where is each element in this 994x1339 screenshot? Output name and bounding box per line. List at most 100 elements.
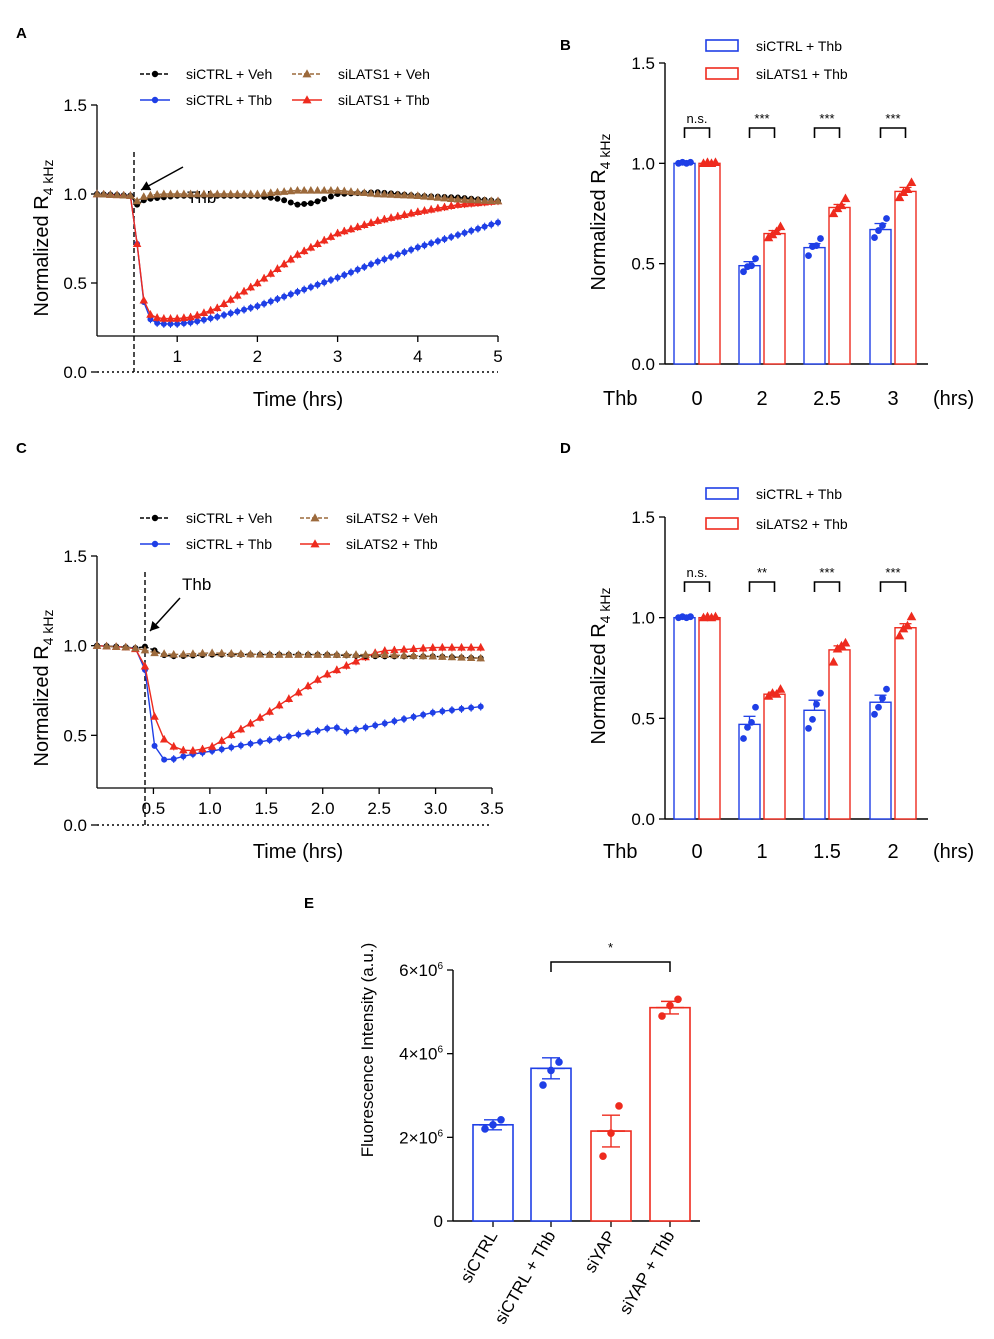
significance-bracket: *** [879, 565, 907, 592]
significance-label: * [608, 940, 613, 955]
data-point [368, 261, 375, 268]
data-point [322, 669, 332, 678]
legend-marker [151, 96, 159, 104]
data-point [294, 687, 303, 696]
x-tick-label: 1 [172, 347, 181, 366]
bracket-line [813, 127, 841, 138]
data-point [457, 642, 466, 651]
bar-group [828, 637, 851, 820]
y-tick-label: 0.0 [631, 810, 655, 829]
data-point [293, 250, 302, 258]
data-point [307, 284, 314, 291]
annotation-arrowhead [141, 181, 152, 191]
significance-label: n.s. [687, 111, 708, 126]
y-tick-label: 0.5 [631, 709, 655, 728]
data-point [267, 194, 274, 201]
data-point [539, 1081, 547, 1089]
data-point [218, 746, 225, 753]
legend-label: siLATS1 + Veh [338, 66, 430, 82]
data-point [159, 734, 169, 743]
significance-label: *** [819, 111, 834, 126]
significance-label: *** [885, 565, 900, 580]
y-tick-label: 1.5 [63, 547, 87, 566]
data-point [400, 190, 409, 199]
data-point [266, 188, 276, 197]
significance-label: *** [819, 565, 834, 580]
data-point [287, 291, 294, 298]
data-point [409, 644, 418, 653]
data-point [188, 649, 198, 657]
data-point [166, 314, 175, 322]
data-point [828, 656, 839, 666]
data-point [131, 643, 140, 652]
data-point [813, 242, 820, 250]
data-point [233, 189, 242, 198]
data-point [341, 271, 348, 278]
data-point [883, 685, 890, 693]
data-point [281, 293, 288, 300]
data-point [658, 1012, 666, 1020]
data-point [871, 234, 878, 241]
data-point [246, 718, 255, 727]
data-point [180, 753, 187, 760]
data-point [299, 246, 309, 255]
data-point [351, 650, 361, 658]
data-point [687, 158, 694, 166]
data-point [420, 206, 429, 214]
data-point [361, 650, 370, 658]
legend-swatch [705, 487, 739, 500]
data-point [361, 263, 368, 270]
data-point [476, 653, 485, 662]
data-point [373, 189, 382, 198]
data-point [607, 1129, 615, 1137]
data-point [453, 200, 463, 208]
data-point [805, 725, 812, 732]
data-point [213, 189, 222, 198]
panel-c-line-chart: C Normalized R4 kHz Time (hrs) Thb 0.00.… [16, 440, 504, 863]
y-title-sub-b: 4 kHz [597, 134, 613, 170]
data-point [217, 736, 226, 744]
series-sictrl-thb [93, 642, 484, 764]
y-tick-label: 1.0 [631, 609, 655, 628]
data-point [126, 191, 135, 199]
data-point [875, 703, 882, 711]
data-point [169, 649, 179, 658]
bar-group [894, 177, 917, 365]
data-point [453, 194, 463, 203]
data-point [206, 305, 215, 314]
data-point [875, 227, 882, 234]
y-tick-label: 1.0 [631, 154, 655, 173]
bar [530, 1067, 572, 1222]
data-point [275, 700, 284, 709]
bar-group [590, 1102, 632, 1222]
tick-base: 6×10 [399, 961, 437, 980]
bar [869, 228, 892, 365]
data-point [199, 308, 209, 317]
y-title-main-d: Normalized R [588, 623, 610, 744]
data-point [388, 253, 395, 260]
data-point [314, 727, 321, 734]
data-point [186, 189, 195, 198]
data-point [199, 189, 209, 198]
bracket-line [683, 581, 711, 592]
data-point [233, 290, 242, 299]
bracket-line [550, 961, 671, 972]
data-point [374, 258, 381, 265]
category-label: siYAP + Thb [615, 1228, 678, 1318]
data-point [294, 201, 301, 208]
y-tick-label: 0.5 [631, 255, 655, 274]
y-tick-label: 4×106 [399, 1045, 443, 1064]
axes-d: 0.0 0.5 1.0 1.5 0 1 1.5 2 [631, 508, 928, 863]
data-point [448, 707, 455, 714]
legend-label: siLATS2 + Thb [346, 536, 438, 552]
unit-label-b: (hrs) [933, 388, 974, 410]
bar-group [763, 221, 786, 365]
data-point [333, 185, 342, 194]
data-point [434, 238, 441, 245]
series-sictrl-thb [93, 191, 502, 328]
data-point [440, 193, 449, 202]
significance-bracket: n.s. [683, 565, 711, 592]
x-tick-label: 2.5 [367, 799, 391, 818]
y-tick-label: 1.5 [63, 96, 87, 115]
x-tick-label: 4 [413, 347, 422, 366]
